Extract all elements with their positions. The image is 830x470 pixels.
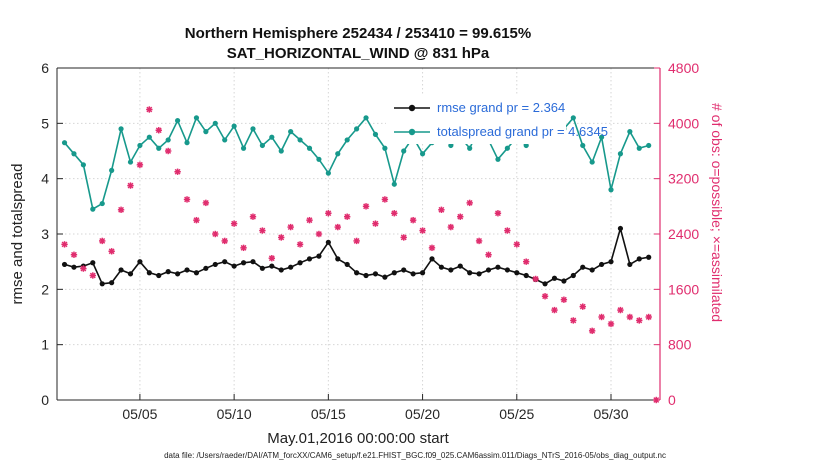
series-rmse [61, 225, 652, 287]
legend-label-totalspread: totalspread grand pr = 4.6345 [437, 124, 608, 139]
y-axis-label-left: rmse and totalspread [9, 164, 26, 305]
data-file-caption: data file: /Users/raeder/DAI/ATM_forcXX/… [164, 451, 666, 460]
y-tick-right: 2400 [668, 226, 699, 242]
y-tick-left: 3 [41, 226, 49, 242]
x-axis-label: May.01,2016 00:00:00 start [267, 430, 449, 447]
y-tick-left: 1 [41, 337, 49, 353]
chart-title: Northern Hemisphere 252434 / 253410 = 99… [185, 25, 531, 42]
x-tick: 05/30 [593, 406, 628, 422]
tick-labels: 0 1 2 3 4 5 6 05/05 05/10 05/15 05/20 05/25 05/30 0 80… [41, 60, 699, 422]
chart-subtitle: SAT_HORIZONTAL_WIND @ 831 hPa [227, 45, 490, 62]
series-obs-assimilated [61, 106, 660, 404]
y-tick-right: 3200 [668, 171, 699, 187]
y-tick-left: 2 [41, 281, 49, 297]
y-tick-left: 5 [41, 115, 49, 131]
grid-lines [57, 67, 660, 401]
x-tick: 05/10 [217, 406, 252, 422]
y-tick-left: 6 [41, 60, 49, 76]
y-tick-left: 4 [41, 171, 49, 187]
legend: rmse grand pr = 2.364 totalspread grand … [386, 96, 608, 144]
plot-area: 0 1 2 3 4 5 6 05/05 05/10 05/15 05/20 05/25 05/30 0 80… [41, 60, 699, 422]
legend-marker-rmse [408, 104, 416, 112]
y-axis-label-right: # of obs: o=possible; ×=assimilated [709, 103, 725, 322]
rmse-line [64, 225, 649, 285]
y-tick-right: 1600 [668, 281, 699, 297]
x-tick: 05/15 [311, 406, 346, 422]
x-tick: 05/25 [499, 406, 534, 422]
y-tick-right: 4000 [668, 115, 699, 131]
y-tick-right: 4800 [668, 60, 699, 76]
x-tick: 05/05 [122, 406, 157, 422]
y-tick-right: 800 [668, 337, 692, 353]
x-tick: 05/20 [405, 406, 440, 422]
legend-background [386, 96, 566, 144]
y-tick-left: 0 [41, 392, 49, 408]
legend-marker-totalspread [408, 128, 416, 136]
y-tick-right: 0 [668, 392, 676, 408]
legend-label-rmse: rmse grand pr = 2.364 [437, 100, 565, 115]
